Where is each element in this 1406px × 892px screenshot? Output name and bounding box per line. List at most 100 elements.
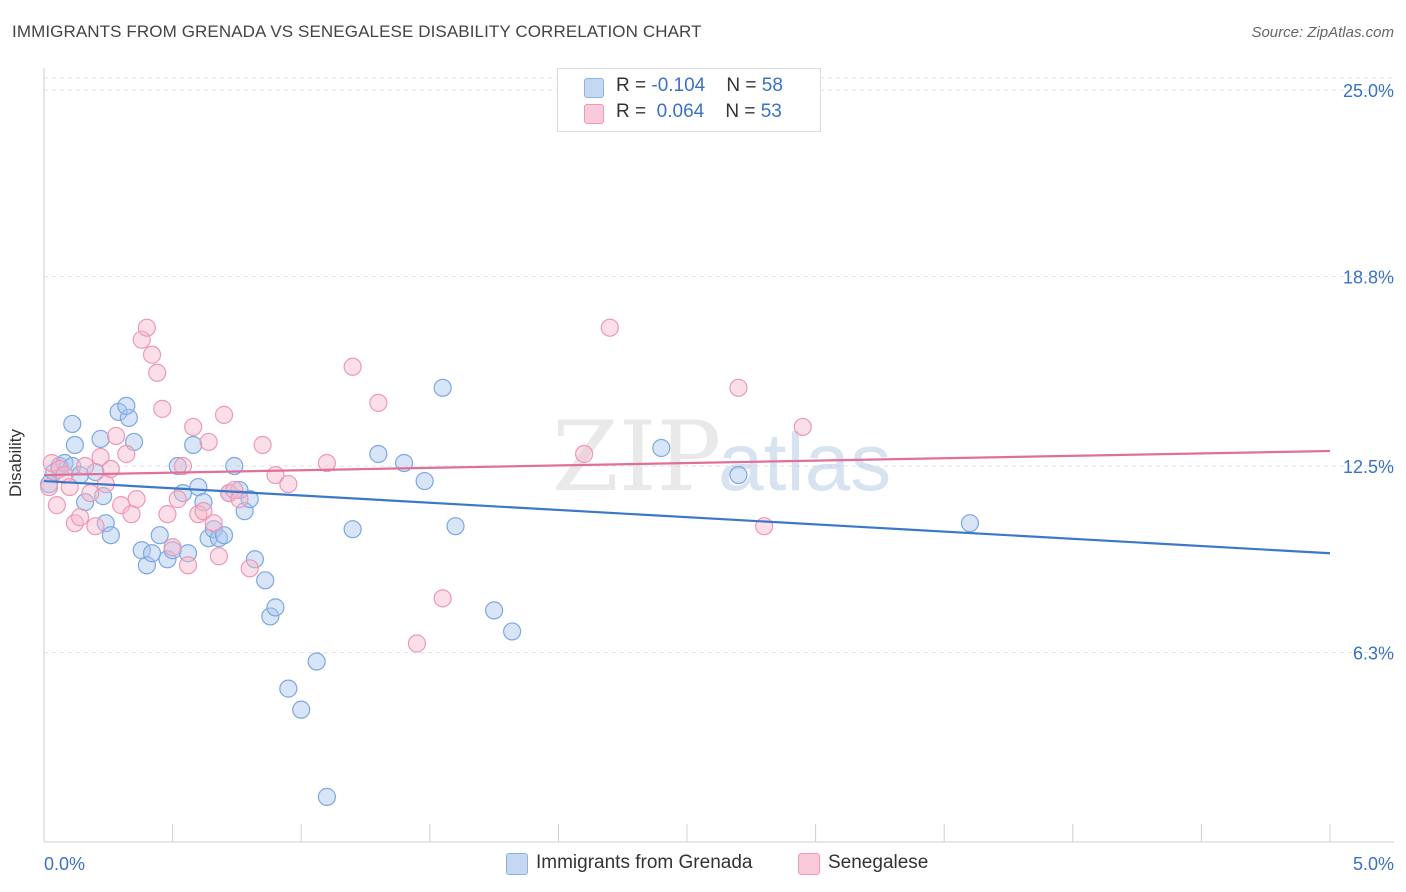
data-point	[729, 378, 748, 397]
trend-lines	[43, 449, 1331, 555]
x-tick-label: 0.0%	[44, 854, 85, 874]
data-point	[81, 483, 100, 503]
data-point	[266, 598, 285, 617]
legend-n-value: 53	[760, 101, 782, 122]
data-point	[503, 622, 522, 641]
legend-n-label: N =	[726, 75, 762, 96]
legend-r-value: 0.064	[651, 101, 705, 122]
bottom-legend-label-grenada: Immigrants from Grenada	[536, 852, 753, 873]
data-point	[91, 447, 110, 467]
data-point	[127, 490, 146, 509]
data-point	[225, 480, 244, 500]
data-point	[91, 429, 110, 449]
data-point	[150, 526, 169, 545]
data-point	[184, 435, 203, 455]
data-point	[307, 652, 326, 671]
data-points	[40, 318, 980, 806]
data-point	[230, 490, 249, 509]
data-point	[63, 414, 82, 434]
data-point	[137, 318, 156, 337]
data-point	[209, 547, 228, 566]
data-point	[652, 438, 671, 458]
data-point	[112, 496, 131, 515]
data-point	[279, 679, 298, 698]
source-label: Source: ZipAtlas.com	[1251, 24, 1394, 41]
data-point	[96, 514, 115, 533]
data-point	[184, 417, 203, 437]
y-tick-label: 6.3%	[1353, 644, 1394, 664]
trend-line-senegalese	[43, 449, 1331, 477]
data-point	[729, 465, 748, 485]
data-point	[168, 456, 187, 476]
bottom-legend-label-senegalese: Senegalese	[828, 852, 929, 873]
y-tick-label: 12.5%	[1343, 457, 1394, 477]
data-point	[235, 502, 254, 521]
data-point	[101, 526, 120, 545]
data-point	[225, 456, 244, 476]
legend-text-grenada: R = -0.104 N = 58	[616, 75, 783, 97]
data-point	[142, 544, 162, 563]
x-tick-label: 5.0%	[1353, 854, 1394, 874]
trend-line-grenada	[43, 479, 1331, 555]
data-point	[163, 538, 182, 557]
legend-box: R = -0.104 N = 58 R = 0.064 N = 53	[557, 68, 821, 132]
legend-r-label: R =	[616, 75, 652, 96]
data-point	[433, 589, 452, 608]
data-point	[142, 345, 162, 364]
y-tick-label: 18.8%	[1343, 268, 1394, 288]
data-point	[253, 435, 272, 455]
data-point	[106, 426, 126, 446]
data-point	[261, 607, 280, 626]
data-point	[189, 505, 208, 524]
data-point	[369, 444, 388, 464]
axes	[43, 68, 1394, 843]
data-point	[117, 396, 136, 415]
data-point	[199, 432, 218, 452]
data-point	[220, 483, 239, 503]
data-point	[117, 444, 136, 464]
data-point	[343, 357, 362, 376]
bottom-legend-swatch-senegalese	[798, 853, 820, 875]
data-point	[70, 508, 90, 527]
data-point	[240, 490, 259, 509]
data-point	[292, 700, 311, 719]
data-point	[204, 514, 223, 533]
data-point	[446, 517, 465, 536]
data-point	[153, 399, 172, 418]
legend-swatch-senegalese	[584, 104, 604, 124]
legend-r-value: -0.104	[651, 75, 706, 96]
data-point	[317, 453, 337, 473]
data-point	[214, 405, 234, 424]
data-point	[86, 517, 105, 536]
data-point	[178, 556, 198, 575]
data-point	[369, 393, 388, 412]
data-point	[279, 474, 298, 494]
data-point	[204, 520, 223, 539]
data-point	[407, 634, 427, 653]
data-point	[122, 505, 141, 524]
data-point	[793, 417, 812, 437]
data-point	[137, 556, 156, 575]
data-point	[158, 550, 177, 569]
watermark: ZIP atlas	[552, 401, 891, 513]
data-point	[168, 490, 187, 509]
data-point	[65, 435, 84, 455]
data-point	[575, 444, 594, 464]
data-point	[194, 502, 213, 521]
data-point	[485, 601, 504, 620]
legend-n-label: N =	[725, 101, 761, 122]
legend-text-senegalese: R = 0.064 N = 53	[616, 101, 782, 123]
data-point	[189, 477, 208, 497]
data-point	[317, 787, 337, 806]
data-point	[214, 526, 234, 545]
bottom-legend-swatch-grenada	[506, 853, 528, 875]
data-point	[240, 559, 259, 578]
legend-r-label: R =	[616, 101, 652, 122]
data-point	[173, 456, 192, 476]
x-tick-labels: 0.0% 5.0%	[44, 854, 1394, 874]
series-senegalese	[40, 318, 812, 653]
legend-n-value: 58	[761, 75, 783, 96]
data-point	[40, 477, 59, 497]
chart-title: IMMIGRANTS FROM GRENADA VS SENEGALESE DI…	[12, 22, 702, 41]
